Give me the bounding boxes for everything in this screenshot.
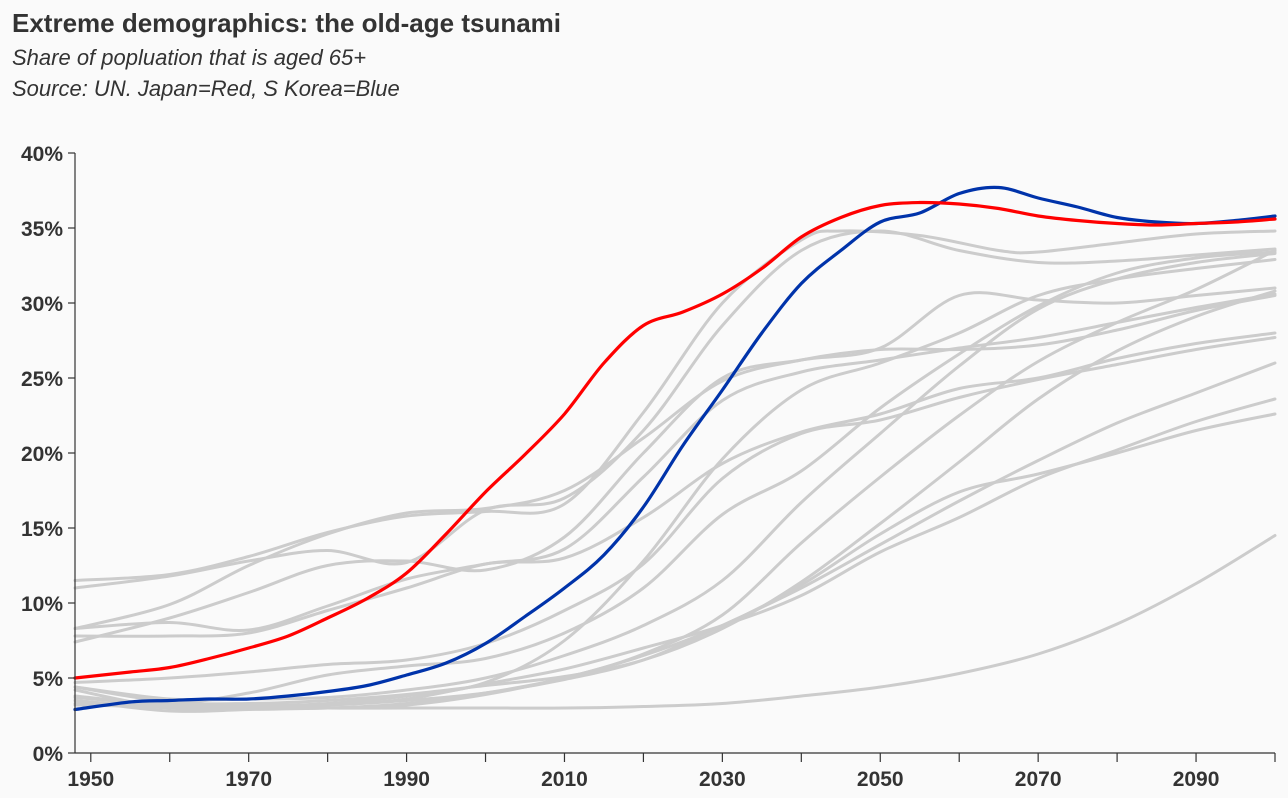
x-tick-label: 1970 xyxy=(225,768,272,791)
y-tick-label: 5% xyxy=(33,668,64,691)
background-series-line-6 xyxy=(73,331,1277,638)
highlight-series-group xyxy=(73,185,1277,712)
x-tick-label: 2010 xyxy=(541,768,588,791)
series-line-japan xyxy=(73,200,1277,680)
x-tick-label: 2070 xyxy=(1015,768,1062,791)
chart-title: Extreme demographics: the old-age tsunam… xyxy=(12,8,562,38)
background-series-line-16 xyxy=(73,534,1277,710)
background-series-line-1 xyxy=(73,229,1277,582)
background-series-line-11 xyxy=(73,289,1277,706)
background-series-line-7 xyxy=(73,336,1277,684)
x-tick-label: 2050 xyxy=(857,768,904,791)
chart-source-note: Source: UN. Japan=Red, S Korea=Blue xyxy=(12,76,400,101)
y-tick-label: 30% xyxy=(21,293,63,316)
axes-group: 0% 5% 10% 15% 20% 25% 30% 35% 40% 1950 1970 1990 201… xyxy=(21,143,1276,791)
x-tick-label: 1990 xyxy=(383,768,430,791)
x-tick-label: 2090 xyxy=(1173,768,1220,791)
y-tick-label: 10% xyxy=(21,593,63,616)
x-tick-label: 2030 xyxy=(699,768,746,791)
series-line-s-korea xyxy=(73,185,1277,712)
y-tick-label: 35% xyxy=(21,218,63,241)
chart-subtitle: Share of popluation that is aged 65+ xyxy=(12,45,367,70)
background-series-line-3 xyxy=(73,294,1277,630)
y-tick-label: 40% xyxy=(21,143,63,166)
background-series-line-10 xyxy=(73,252,1277,702)
background-series-group xyxy=(73,229,1277,713)
background-series-line-2 xyxy=(73,229,1277,590)
y-tick-label: 15% xyxy=(21,518,63,541)
background-series-line-8 xyxy=(73,250,1277,706)
background-series-line-5 xyxy=(73,286,1277,644)
background-series-line-4 xyxy=(73,292,1277,632)
y-tick-label: 0% xyxy=(33,743,64,766)
y-tick-label: 25% xyxy=(21,368,63,391)
x-tick-label: 1950 xyxy=(67,768,114,791)
y-tick-label: 20% xyxy=(21,443,63,466)
